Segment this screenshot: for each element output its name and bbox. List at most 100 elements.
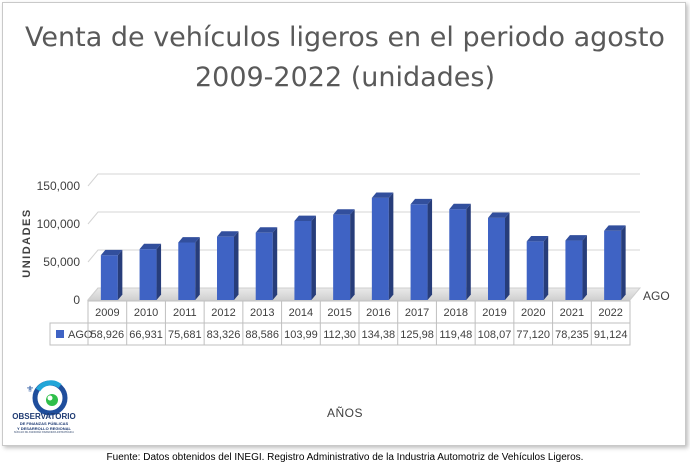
- bar-top: [565, 235, 587, 241]
- bar-side: [195, 237, 200, 300]
- svg-text:⚜: ⚜: [26, 385, 34, 395]
- depth-axis-label: AGO: [643, 289, 670, 303]
- bar-top: [449, 203, 471, 210]
- table-data-row: [49, 322, 631, 346]
- bar-side: [311, 215, 316, 300]
- bar-side: [350, 209, 355, 300]
- bar: [488, 212, 510, 300]
- chart-title-line2: 2009-2022 (unidades): [194, 62, 496, 93]
- data-label: 78,235: [555, 329, 589, 341]
- x-axis-label: AÑOS: [326, 406, 363, 420]
- data-label: 125,98: [400, 329, 434, 341]
- bar-side: [427, 198, 433, 300]
- category-label: 2018: [444, 307, 468, 319]
- bar-side: [582, 235, 587, 300]
- data-label: 134,38: [362, 329, 396, 341]
- bar-front: [410, 204, 428, 300]
- y-tick-label: 50,000: [43, 255, 80, 269]
- chart-title: Venta de vehículos ligeros en el periodo…: [0, 18, 690, 98]
- category-label: 2015: [327, 307, 351, 319]
- bar-top: [333, 209, 355, 215]
- legend-label: AGO: [68, 329, 93, 341]
- logo-line3: Y DESARROLLO REGIONAL: [17, 426, 71, 431]
- bar: [100, 249, 123, 300]
- bar: [178, 237, 200, 300]
- source-note: Fuente: Datos obtenidos del INEGI. Regis…: [106, 452, 584, 463]
- data-label: 119,48: [439, 329, 472, 341]
- y-tick-label: 0: [73, 293, 80, 307]
- bar-front: [217, 236, 234, 300]
- bar: [410, 198, 433, 300]
- chart-floor: [86, 287, 642, 301]
- bar-side: [505, 212, 510, 300]
- logo-line2: DE FINANZAS PÚBLICAS: [19, 421, 69, 426]
- bar-top: [488, 212, 510, 218]
- bar-top: [100, 249, 123, 256]
- data-label: 91,124: [594, 329, 628, 341]
- bar-front: [604, 230, 622, 300]
- bar-top: [604, 225, 626, 231]
- bar: [526, 235, 549, 300]
- bar: [217, 231, 239, 300]
- bar-side: [543, 235, 549, 300]
- bar-top: [255, 227, 278, 233]
- data-label: 66,931: [129, 329, 163, 341]
- data-label: 103,99: [284, 329, 318, 341]
- bar-side: [621, 225, 626, 300]
- bar: [449, 203, 471, 300]
- data-label: 88,586: [245, 329, 279, 341]
- category-label: 2014: [289, 307, 313, 319]
- bar-top: [526, 235, 549, 242]
- legend-swatch: [56, 330, 64, 338]
- category-label: 2009: [95, 307, 119, 319]
- bar: [371, 192, 394, 300]
- chart-title-line1: Venta de vehículos ligeros en el periodo…: [25, 22, 665, 53]
- bar: [565, 235, 587, 300]
- category-label: 2021: [560, 307, 584, 319]
- bar-side: [156, 243, 162, 300]
- category-label: 2013: [250, 307, 274, 319]
- bar-front: [449, 209, 467, 300]
- category-label: 2017: [405, 307, 429, 319]
- gridline: [87, 211, 640, 225]
- data-label: 108,07: [478, 329, 512, 341]
- category-label: 2022: [598, 307, 622, 319]
- bar-side: [117, 249, 123, 300]
- data-label: 83,326: [207, 329, 241, 341]
- bar-front: [139, 249, 157, 300]
- bar-side: [466, 203, 471, 300]
- data-label: 58,926: [91, 329, 125, 341]
- gridline: [87, 249, 640, 263]
- bar-side: [234, 231, 239, 300]
- bar-top: [294, 215, 316, 221]
- bar-front: [100, 255, 118, 300]
- bar-front: [488, 217, 505, 300]
- data-label: 112,30: [323, 329, 356, 341]
- bar-front: [526, 241, 544, 300]
- bar-side: [388, 192, 394, 300]
- bar: [333, 209, 355, 300]
- data-label: 75,681: [168, 329, 202, 341]
- bar-front: [565, 240, 583, 300]
- bar-front: [178, 242, 196, 300]
- category-label: 2012: [211, 307, 235, 319]
- bar-side: [272, 227, 278, 300]
- bar-front: [371, 197, 389, 300]
- observatorio-logo: ⚜: [26, 380, 68, 416]
- bar-front: [255, 232, 273, 300]
- bar: [604, 225, 626, 300]
- logo-line4: NÚCLEO DE ASESORÍA FINANCIERA ESTRATÉGIC…: [14, 431, 74, 434]
- bar: [139, 243, 162, 300]
- bar-top: [217, 231, 239, 237]
- y-tick-label: 150,000: [37, 179, 81, 193]
- category-label: 2010: [134, 307, 158, 319]
- bar-top: [410, 198, 433, 205]
- bar-top: [139, 243, 162, 250]
- bar: [294, 215, 316, 300]
- data-label: 77,120: [516, 329, 550, 341]
- y-tick-label: 100,000: [37, 217, 81, 231]
- logo-name: OBSERVATORIO: [12, 412, 76, 421]
- category-label: 2019: [482, 307, 506, 319]
- category-label: 2016: [366, 307, 390, 319]
